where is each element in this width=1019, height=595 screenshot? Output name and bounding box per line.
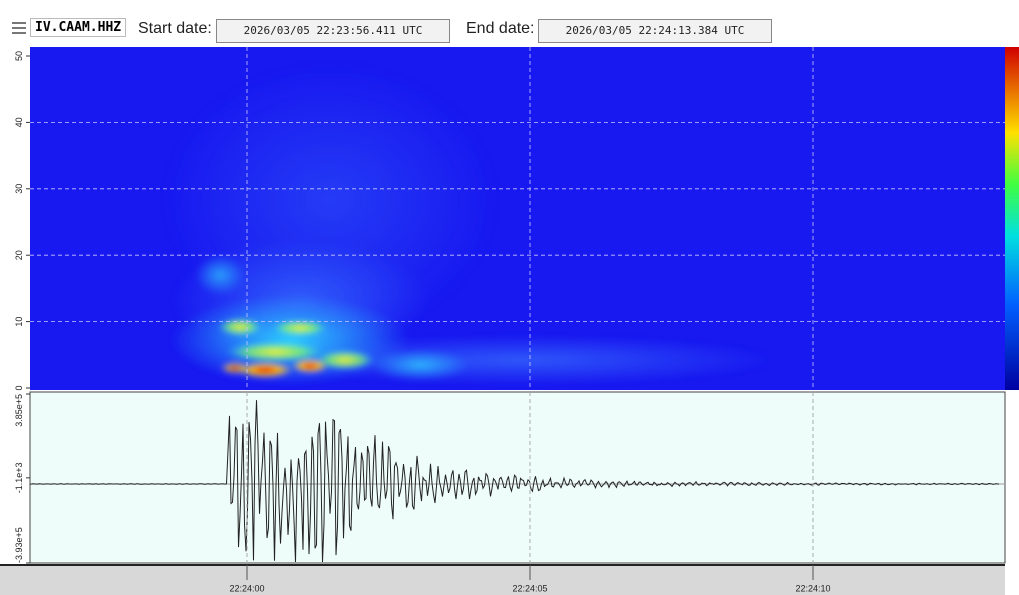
time-axis bbox=[0, 565, 1005, 595]
y-tick-label: 40 bbox=[14, 117, 24, 127]
waveform-panel bbox=[29, 391, 1006, 564]
y-tick-label: 10 bbox=[14, 317, 24, 327]
y-tick-label: -1.1e+3 bbox=[14, 462, 24, 493]
y-tick-label: 20 bbox=[14, 250, 24, 260]
waveform-trace bbox=[29, 400, 999, 563]
start-label: Start date: bbox=[138, 20, 212, 37]
station-label: IV.CAAM.HHZ bbox=[30, 18, 127, 37]
axis-gutter bbox=[0, 47, 30, 595]
toolbar: IV.CAAM.HHZ Start date: 2026/03/05 22:23… bbox=[0, 0, 1019, 46]
y-tick-label: 0 bbox=[14, 385, 24, 390]
x-tick-label: 22:24:00 bbox=[229, 583, 264, 593]
x-tick-label: 22:24:10 bbox=[795, 583, 830, 593]
y-tick-label: 3.85e+5 bbox=[14, 394, 24, 427]
x-tick-label: 22:24:05 bbox=[512, 583, 547, 593]
y-tick-label: 50 bbox=[14, 51, 24, 61]
y-tick-label: 30 bbox=[14, 184, 24, 194]
colorbar bbox=[1005, 47, 1019, 390]
spectrogram-energy bbox=[160, 60, 780, 385]
start-input[interactable]: 2026/03/05 22:23:56.411 UTC bbox=[216, 19, 450, 43]
menu-icon[interactable] bbox=[12, 22, 26, 36]
y-tick-label: -3.93e+5 bbox=[14, 527, 24, 563]
end-label: End date: bbox=[466, 20, 535, 37]
end-input[interactable]: 2026/03/05 22:24:13.384 UTC bbox=[538, 19, 772, 43]
